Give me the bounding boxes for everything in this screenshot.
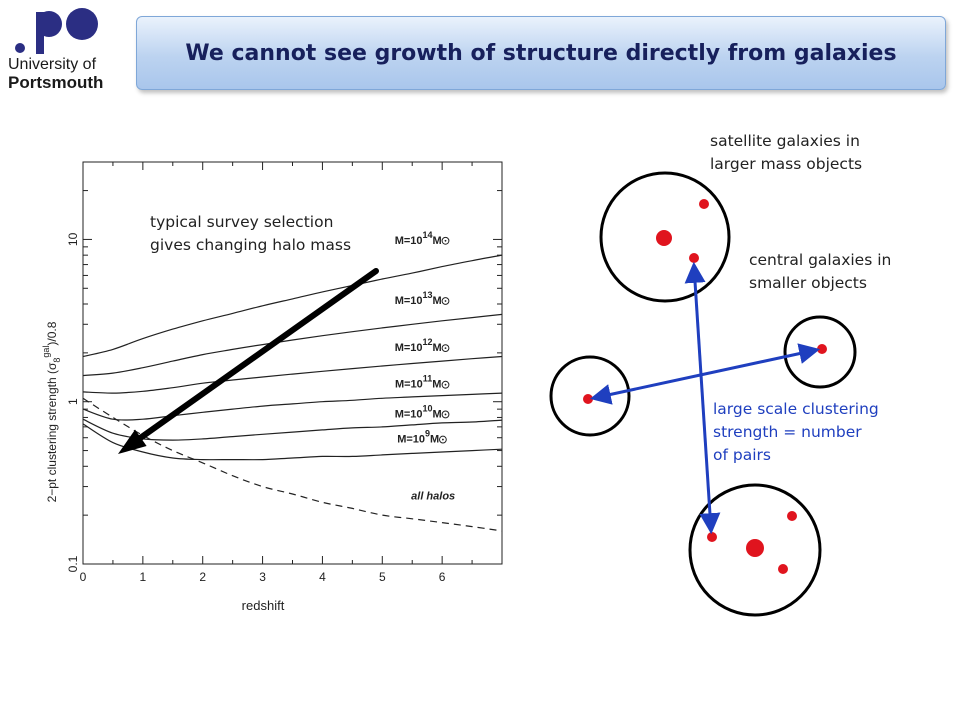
series-label-unit: M bbox=[433, 342, 442, 354]
central-note-line2: smaller objects bbox=[749, 274, 867, 292]
series-label-m10-12: M=1012M bbox=[395, 337, 442, 354]
series-label-exp: 13 bbox=[423, 290, 433, 300]
satellite-note-line2: larger mass objects bbox=[710, 155, 863, 173]
x-tick-label: 6 bbox=[439, 570, 446, 584]
series-label-base: M=10 bbox=[395, 379, 423, 391]
series-label-unit: M bbox=[433, 408, 442, 420]
series-line-m10-10 bbox=[82, 418, 503, 441]
series-label-m10-14: M=1014M bbox=[395, 230, 442, 247]
pair-arrow-horizontal bbox=[589, 343, 821, 405]
clustering-note-line3: of pairs bbox=[713, 446, 771, 464]
solar-mass-icon bbox=[439, 435, 447, 444]
series-label-unit: M bbox=[432, 379, 441, 391]
series-label-exp: 14 bbox=[423, 230, 433, 240]
logo-small-dot-icon bbox=[15, 43, 25, 53]
series-line-m10-9 bbox=[82, 423, 503, 461]
y-axis-label-main: 2−pt clustering strength (σ bbox=[45, 362, 59, 502]
x-tick-label: 2 bbox=[199, 570, 206, 584]
series-label-exp: 12 bbox=[423, 337, 433, 347]
galaxy-diagram bbox=[549, 171, 857, 617]
satellite-galaxy-bottom-1 bbox=[787, 511, 797, 521]
series-line-m10-12 bbox=[82, 355, 503, 394]
y-axis-label-sup: gal bbox=[41, 346, 51, 358]
series-line-m10-13 bbox=[82, 313, 503, 377]
survey-arrow-shaft bbox=[133, 268, 379, 444]
survey-arrow-head bbox=[118, 429, 147, 454]
satellite-galaxy-bottom-3 bbox=[778, 564, 788, 574]
y-tick-label: 1 bbox=[66, 398, 80, 405]
series-label-all-halos: all halos bbox=[411, 490, 455, 502]
solar-mass-icon bbox=[441, 297, 450, 305]
halo-large-top bbox=[599, 171, 731, 303]
central-galaxy-left bbox=[583, 394, 593, 404]
title-bar: We cannot see growth of structure direct… bbox=[136, 16, 946, 90]
survey-note: typical survey selection gives changing … bbox=[150, 211, 351, 257]
x-tick-label: 5 bbox=[379, 570, 386, 584]
logo-line1: University of bbox=[8, 56, 97, 73]
satellite-note-line1: satellite galaxies in bbox=[710, 132, 860, 150]
central-galaxy-bottom bbox=[746, 539, 764, 557]
y-axis-label: 2−pt clustering strength (σ8gal)/0.8 bbox=[41, 321, 62, 502]
solar-mass-dot-icon bbox=[442, 438, 444, 441]
y-axis-label-sub: 8 bbox=[52, 358, 62, 363]
central-galaxy-top bbox=[656, 230, 672, 246]
solar-mass-icon bbox=[441, 344, 450, 353]
series-label-base: M=10 bbox=[395, 342, 423, 354]
clustering-note: large scale clustering strength = number… bbox=[713, 398, 879, 467]
central-note: central galaxies in smaller objects bbox=[749, 249, 891, 295]
series-label-unit: M bbox=[433, 235, 442, 247]
series-label-exp: 11 bbox=[423, 374, 433, 384]
halo-large-bottom bbox=[688, 483, 822, 617]
series-label-unit: M bbox=[430, 434, 439, 446]
series-label-exp: 9 bbox=[425, 429, 430, 439]
central-galaxy-right bbox=[817, 344, 827, 354]
solar-mass-dot-icon bbox=[444, 239, 447, 242]
series-label-m10-9: M=109M bbox=[397, 429, 439, 446]
university-logo bbox=[15, 8, 98, 54]
x-tick-label: 4 bbox=[319, 570, 326, 584]
central-note-line1: central galaxies in bbox=[749, 251, 892, 269]
logo-big-dot-icon bbox=[66, 8, 98, 40]
page-title: We cannot see growth of structure direct… bbox=[185, 40, 897, 66]
series-line-m10-14 bbox=[82, 254, 503, 358]
survey-note-line2: gives changing halo mass bbox=[150, 236, 352, 254]
y-axis-label-tail: )/0.8 bbox=[45, 321, 59, 345]
series-line-all-halos bbox=[82, 397, 503, 532]
series-label-m10-11: M=1011M bbox=[395, 374, 442, 391]
satellite-note: satellite galaxies in larger mass object… bbox=[710, 130, 862, 176]
logo-wordmark: University of Portsmouth bbox=[8, 56, 103, 92]
y-tick-label: 10 bbox=[66, 232, 80, 246]
series-label-m10-10: M=1010M bbox=[395, 403, 442, 420]
solar-mass-icon bbox=[441, 380, 450, 389]
x-tick-label: 3 bbox=[259, 570, 266, 584]
clustering-note-line1: large scale clustering bbox=[713, 400, 879, 418]
series-label-base: M=10 bbox=[395, 295, 423, 307]
series-label-exp: 10 bbox=[423, 403, 433, 413]
x-tick-label: 1 bbox=[140, 570, 147, 584]
satellite-galaxy-bottom-2 bbox=[707, 532, 717, 542]
x-tick-label: 0 bbox=[80, 570, 87, 584]
series-label-base: M=10 bbox=[397, 434, 425, 446]
logo-line2: Portsmouth bbox=[8, 73, 104, 92]
solar-mass-dot-icon bbox=[444, 413, 447, 416]
clustering-note-line2: strength = number bbox=[713, 423, 862, 441]
solar-mass-icon bbox=[441, 236, 450, 245]
y-tick-label: 0.1 bbox=[66, 555, 80, 572]
logo-bowl-icon bbox=[36, 11, 62, 37]
solar-mass-icon bbox=[441, 410, 450, 419]
solar-mass-dot-icon bbox=[444, 300, 447, 302]
series-label-unit: M bbox=[433, 295, 442, 307]
survey-note-line1: typical survey selection bbox=[150, 213, 334, 231]
satellite-galaxy-top-1 bbox=[699, 199, 709, 209]
solar-mass-dot-icon bbox=[444, 347, 447, 350]
series-label-base: M=10 bbox=[395, 408, 423, 420]
satellite-galaxy-top-2 bbox=[689, 253, 699, 263]
series-label-m10-13: M=1013M bbox=[395, 290, 442, 307]
pair-arrow-vertical bbox=[684, 261, 721, 535]
series-label-base: M=10 bbox=[395, 235, 423, 247]
x-axis-label: redshift bbox=[242, 598, 285, 613]
series-line-m10-11 bbox=[82, 392, 503, 421]
solar-mass-dot-icon bbox=[444, 383, 447, 386]
